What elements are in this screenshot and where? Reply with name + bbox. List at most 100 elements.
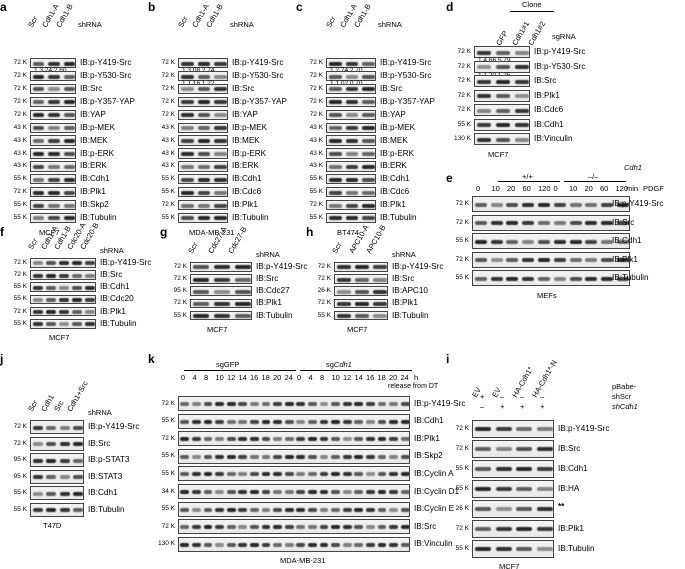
mw-marker: 55 K xyxy=(455,484,469,492)
band xyxy=(214,265,230,270)
ib-label: IB:Tubulin xyxy=(88,504,125,514)
band xyxy=(203,437,213,442)
band xyxy=(389,542,398,547)
band xyxy=(180,490,190,495)
ib-label: IB:Plk1 xyxy=(392,298,418,308)
ib-label: IB:p-ERK xyxy=(232,148,267,158)
band xyxy=(59,458,70,463)
band xyxy=(193,314,210,319)
blot-strip xyxy=(178,501,410,517)
band xyxy=(354,402,364,407)
band xyxy=(345,113,359,118)
cell-line-caption: MCF7 xyxy=(49,333,70,343)
band xyxy=(329,164,342,169)
band xyxy=(354,472,364,477)
ib-label: IB:p-Y530-Src xyxy=(534,61,586,71)
band xyxy=(45,285,56,290)
band xyxy=(238,472,248,477)
mw-marker: 55 K xyxy=(309,175,323,183)
ib-label: IB:p-Y357-YAP xyxy=(380,96,435,106)
band xyxy=(203,402,213,407)
band xyxy=(215,419,224,424)
mw-marker: 72 K xyxy=(13,271,27,279)
blot-strip xyxy=(30,174,76,185)
band xyxy=(214,151,227,156)
band xyxy=(319,507,329,512)
band xyxy=(273,507,282,512)
cell-line-caption: MDA-MB-231 xyxy=(280,556,326,566)
band xyxy=(506,276,519,281)
blot-strip xyxy=(178,431,410,447)
band xyxy=(48,87,60,92)
band xyxy=(273,490,282,495)
blot-strip xyxy=(30,319,96,329)
band xyxy=(203,419,213,424)
ib-label: IB:p-MEK xyxy=(380,122,416,132)
band xyxy=(32,285,43,290)
band xyxy=(400,437,409,442)
band xyxy=(284,507,294,512)
band xyxy=(63,100,75,105)
wt-label: +/+ xyxy=(522,172,533,181)
ib-label: IB:Vinculin xyxy=(534,134,573,143)
band xyxy=(284,472,294,477)
blot-strip xyxy=(30,70,76,82)
ib-label: IB:Plk1 xyxy=(414,433,440,443)
band xyxy=(362,190,375,195)
sign: – xyxy=(500,392,505,401)
blot-strip xyxy=(334,310,388,321)
band xyxy=(495,79,511,84)
band xyxy=(477,50,492,55)
band xyxy=(32,164,45,169)
sggfp-label: sgGFP xyxy=(216,360,240,369)
cell-line-caption: MDA-MB-231 xyxy=(189,227,235,237)
sign: – xyxy=(480,402,485,411)
mw-marker: 72 K xyxy=(161,72,175,80)
blot-strip xyxy=(472,196,630,212)
band xyxy=(345,164,359,169)
band xyxy=(273,419,282,424)
band xyxy=(345,139,359,144)
band xyxy=(536,547,553,552)
band xyxy=(307,402,317,407)
band xyxy=(585,276,598,281)
mw-marker: 55 K xyxy=(13,505,27,513)
band xyxy=(495,65,511,69)
blot-strip xyxy=(474,46,530,58)
band xyxy=(249,437,259,442)
band xyxy=(337,289,351,294)
band xyxy=(331,507,340,512)
band xyxy=(400,402,409,407)
panel-label: e xyxy=(446,171,453,185)
ib-label: IB:Tubulin xyxy=(256,310,293,320)
band xyxy=(181,61,194,66)
blot-strip xyxy=(30,135,76,146)
time-label: 4 xyxy=(308,373,313,382)
band xyxy=(495,108,511,113)
mw-marker: 72 K xyxy=(173,299,187,307)
band xyxy=(45,261,56,266)
band xyxy=(261,454,271,459)
band xyxy=(377,472,387,477)
band xyxy=(238,419,248,424)
band xyxy=(365,437,375,442)
band xyxy=(377,454,387,459)
band xyxy=(329,74,342,79)
blot-strip xyxy=(178,148,228,159)
band xyxy=(373,289,387,294)
band xyxy=(215,402,224,407)
band xyxy=(553,202,566,207)
band xyxy=(331,490,340,495)
band xyxy=(377,542,387,547)
ib-label: IB:Cdh1 xyxy=(558,463,588,473)
band xyxy=(536,527,553,532)
time-label: 20 xyxy=(584,184,593,193)
mw-marker: 72 K xyxy=(455,524,469,532)
band xyxy=(329,87,342,92)
mw-marker: 26 K xyxy=(317,287,331,295)
band xyxy=(226,454,236,459)
ib-label: IB:p-Y357-YAP xyxy=(232,96,287,106)
mw-marker: 95 K xyxy=(173,287,187,295)
ko-bracket xyxy=(564,181,626,182)
